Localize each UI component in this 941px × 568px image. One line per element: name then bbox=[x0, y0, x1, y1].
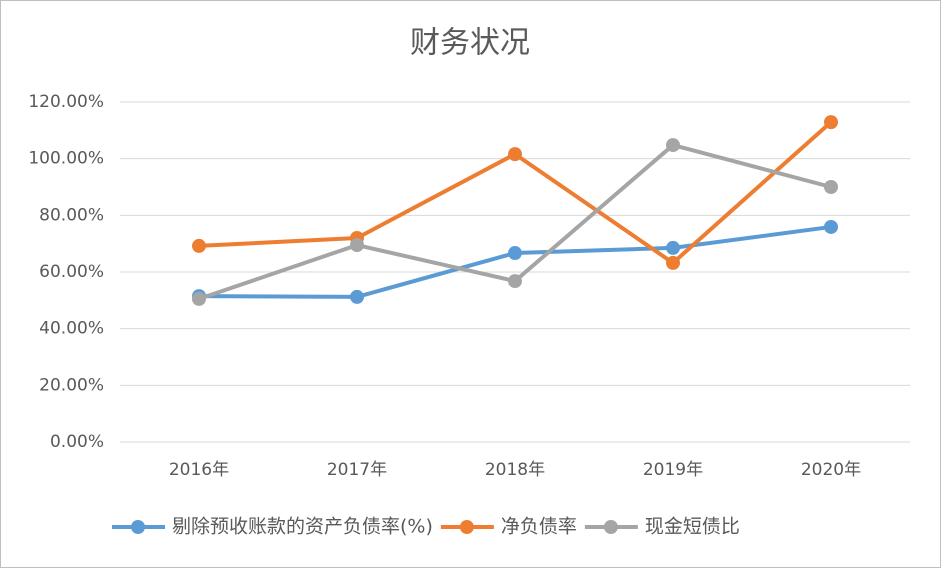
legend-marker bbox=[459, 520, 474, 534]
legend-marker bbox=[131, 520, 145, 534]
y-tick-label: 120.00% bbox=[28, 92, 104, 112]
data-point bbox=[192, 238, 206, 253]
legend-label: 净负债率 bbox=[501, 516, 577, 538]
data-point bbox=[666, 240, 680, 255]
data-point bbox=[824, 219, 838, 234]
data-point bbox=[192, 291, 206, 306]
x-tick-label: 2017年 bbox=[327, 460, 387, 480]
y-tick-label: 80.00% bbox=[39, 205, 104, 225]
data-point bbox=[666, 255, 680, 270]
y-tick-label: 60.00% bbox=[39, 262, 104, 282]
legend-marker bbox=[603, 520, 618, 534]
y-tick-label: 40.00% bbox=[39, 319, 104, 339]
data-point bbox=[350, 289, 364, 304]
data-point bbox=[824, 180, 838, 194]
x-tick-label: 2018年 bbox=[485, 460, 545, 480]
data-point bbox=[508, 246, 522, 261]
y-tick-label: 100.00% bbox=[28, 149, 104, 169]
x-tick-label: 2016年 bbox=[169, 460, 229, 480]
data-point bbox=[350, 238, 364, 253]
data-point bbox=[666, 138, 680, 153]
data-point bbox=[824, 115, 838, 130]
legend-label: 剔除预收账款的资产负债率(%) bbox=[172, 516, 433, 538]
data-point bbox=[508, 147, 522, 162]
y-tick-label: 20.00% bbox=[39, 375, 104, 395]
x-tick-label: 2019年 bbox=[643, 460, 703, 480]
x-tick-label: 2020年 bbox=[801, 460, 861, 480]
y-tick-label: 0.00% bbox=[50, 432, 104, 452]
legend-label: 现金短债比 bbox=[645, 516, 740, 538]
data-point bbox=[508, 274, 522, 289]
chart-title: 财务状况 bbox=[410, 26, 530, 61]
